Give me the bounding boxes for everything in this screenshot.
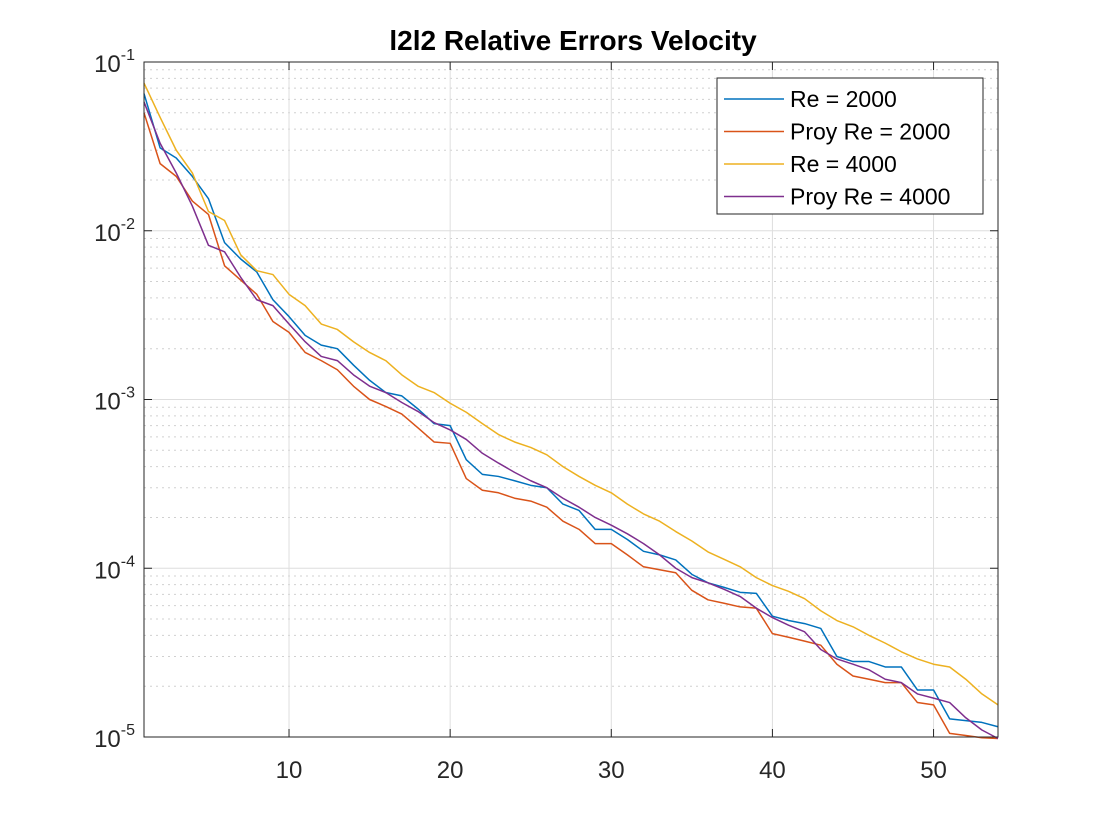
y-tick-label: 10-4 xyxy=(94,553,135,584)
x-tick-label: 10 xyxy=(276,757,303,784)
legend-label-4: Proy Re = 4000 xyxy=(790,184,950,210)
y-tick-label: 10-2 xyxy=(94,216,135,247)
legend-box xyxy=(716,77,984,215)
series-line-3 xyxy=(143,82,999,706)
x-axis: 10 20 30 40 50 xyxy=(276,62,947,784)
x-tick-label: 50 xyxy=(920,757,947,784)
legend: Re = 2000 Proy Re = 2000 Re = 4000 Proy Re … xyxy=(716,77,984,215)
series-line-2 xyxy=(143,112,999,740)
y-tick-label: 10-3 xyxy=(94,385,135,416)
series-line-1 xyxy=(143,93,999,728)
x-tick-label: 20 xyxy=(437,757,464,784)
x-tick-label: 40 xyxy=(759,757,786,784)
y-axis: 10-5 10-4 10-3 10-2 10-1 xyxy=(94,47,998,753)
y-tick-label: 10-1 xyxy=(94,47,135,78)
series-line-4 xyxy=(143,101,999,740)
y-tick-label: 10-5 xyxy=(94,722,135,753)
series-group xyxy=(143,82,999,740)
chart-title: l2l2 Relative Errors Velocity xyxy=(389,25,757,56)
legend-label-1: Re = 2000 xyxy=(790,86,897,112)
x-tick-label: 30 xyxy=(598,757,625,784)
grid xyxy=(144,61,998,738)
legend-label-2: Proy Re = 2000 xyxy=(790,119,950,145)
legend-label-3: Re = 4000 xyxy=(790,151,897,177)
